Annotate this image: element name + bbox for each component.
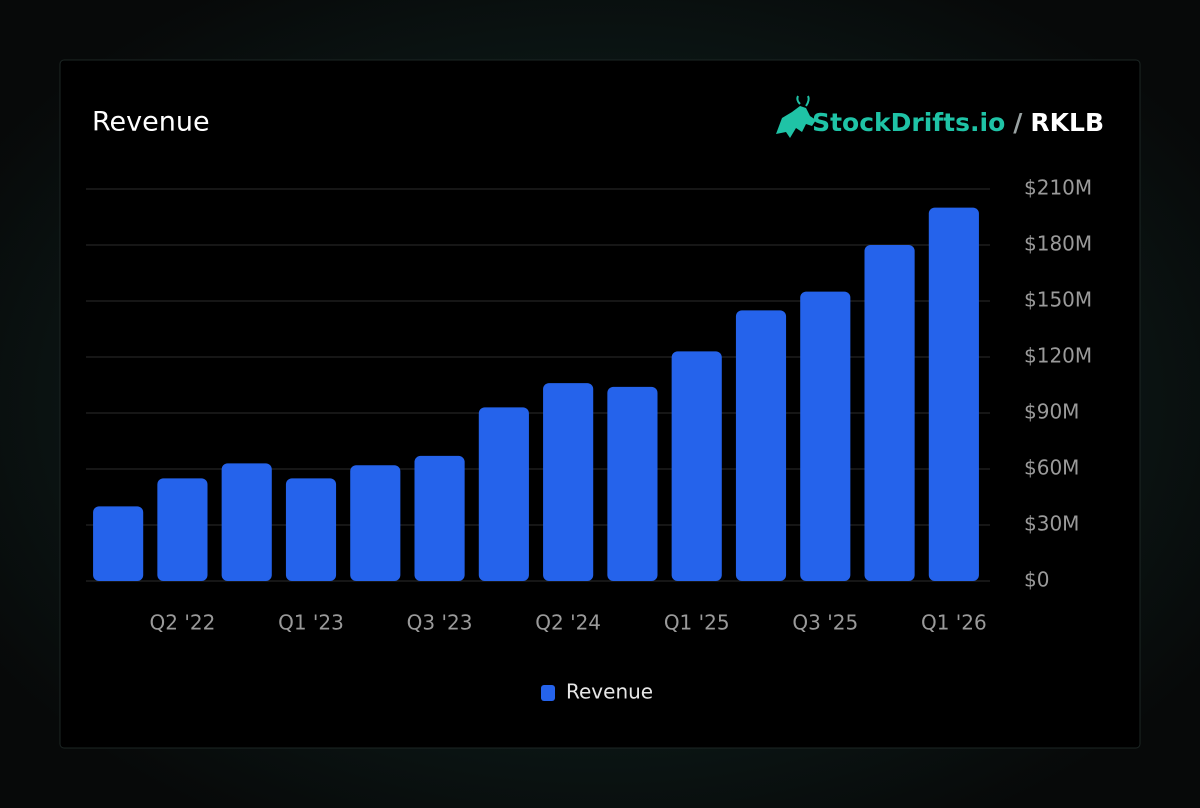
bull-icon [776, 106, 816, 138]
x-tick-label: Q1 '23 [278, 611, 344, 635]
bar [543, 383, 594, 581]
bar [928, 207, 979, 581]
ticker: RKLB [1030, 108, 1104, 137]
bar [157, 478, 208, 581]
bull-horns [796, 95, 810, 107]
x-tick-label: Q2 '24 [535, 611, 601, 635]
logo [776, 95, 816, 138]
legend-label: Revenue [566, 680, 653, 704]
chart-title: Revenue [92, 107, 210, 138]
bar [93, 506, 144, 581]
bar [221, 463, 272, 581]
y-tick-label: $210M [1024, 176, 1092, 200]
x-tick-label: Q3 '23 [407, 611, 473, 635]
y-tick-label: $150M [1024, 288, 1092, 312]
bar [478, 407, 529, 581]
bar [285, 478, 337, 581]
y-tick-label: $60M [1024, 456, 1079, 480]
brand: StockDrifts.io / RKLB [812, 108, 1104, 137]
y-tick-label: $90M [1024, 400, 1079, 424]
bar [735, 310, 787, 581]
x-tick-label: Q1 '25 [664, 611, 730, 635]
bar [607, 386, 658, 581]
bar [414, 455, 465, 581]
y-tick-label: $0 [1024, 568, 1049, 592]
x-tick-label: Q3 '25 [792, 611, 858, 635]
y-tick-label: $120M [1024, 344, 1092, 368]
y-tick-label: $30M [1024, 512, 1079, 536]
y-tick-label: $180M [1024, 232, 1092, 256]
bar [671, 351, 722, 581]
x-tick-label: Q2 '22 [150, 611, 216, 635]
bar [350, 465, 401, 581]
brand-name: StockDrifts.io [812, 108, 1005, 137]
x-tick-label: Q1 '26 [921, 611, 987, 635]
brand-separator: / [1013, 108, 1023, 137]
bar [800, 291, 851, 581]
legend-swatch [541, 685, 555, 701]
bar [864, 245, 915, 581]
